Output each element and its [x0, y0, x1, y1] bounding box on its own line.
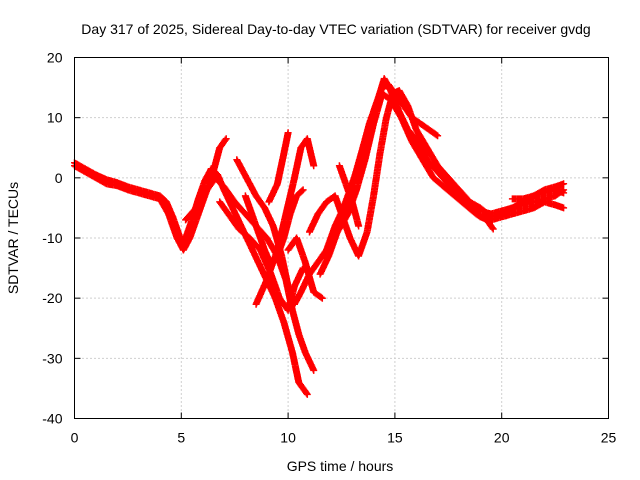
chart-title: Day 317 of 2025, Sidereal Day-to-day VTE…	[81, 21, 590, 37]
y-axis-label: SDTVAR / TECUs	[5, 182, 21, 294]
x-tick-label: 15	[387, 430, 403, 446]
data-point-markers	[284, 234, 326, 302]
axis-ticks: 0 5 10 15 20 25 -40 -30 -20 -10 0 10 20	[42, 50, 616, 446]
x-tick-label: 25	[601, 430, 617, 446]
plot-frame	[74, 57, 609, 419]
series-sat-h	[265, 129, 292, 206]
data-point-markers	[265, 129, 292, 206]
y-tick-label: -40	[42, 411, 62, 427]
x-tick-label: 0	[71, 430, 79, 446]
series-sat-g	[252, 135, 318, 308]
data-point-markers	[335, 162, 363, 230]
x-tick-label: 10	[280, 430, 296, 446]
y-tick-label: -20	[42, 290, 62, 306]
series-sat-o	[508, 186, 568, 203]
x-axis-label: GPS time / hours	[287, 458, 394, 474]
data-series	[71, 75, 568, 398]
x-tick-label: 20	[494, 430, 510, 446]
data-point-markers	[252, 135, 318, 308]
x-tick-label: 5	[177, 430, 185, 446]
y-tick-label: -30	[42, 350, 62, 366]
data-point-markers	[508, 186, 568, 203]
y-tick-label: 10	[47, 110, 63, 126]
series-sat-i	[284, 234, 326, 302]
grid-lines	[74, 57, 609, 419]
series-sat-m	[335, 162, 363, 230]
y-tick-label: -10	[42, 230, 62, 246]
y-tick-label: 20	[47, 50, 63, 66]
y-tick-label: 0	[55, 170, 63, 186]
